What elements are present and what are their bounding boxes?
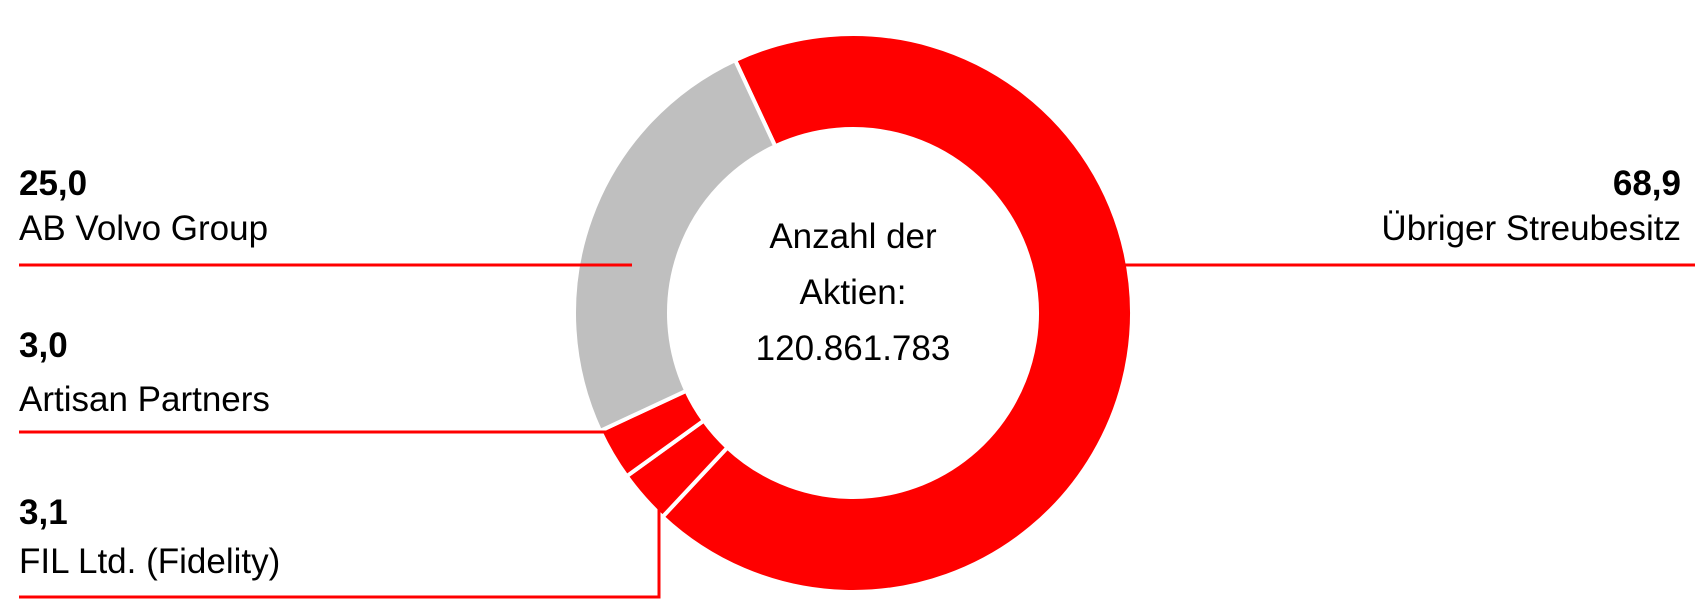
- donut-slice: [659, 32, 1134, 594]
- donut-slice: [572, 57, 778, 434]
- center-label: Anzahl der: [769, 217, 937, 256]
- value-label: 25,0: [19, 164, 87, 203]
- value-label: 3,1: [19, 493, 68, 532]
- category-label: Übriger Streubesitz: [1381, 209, 1681, 248]
- value-label: 3,0: [19, 326, 68, 365]
- category-label: Artisan Partners: [19, 380, 270, 419]
- category-label: FIL Ltd. (Fidelity): [19, 542, 280, 581]
- center-label: 120.861.783: [756, 329, 951, 368]
- value-label: 68,9: [1613, 164, 1681, 203]
- leader-line: [19, 481, 661, 599]
- category-label: AB Volvo Group: [19, 209, 268, 248]
- center-label: Aktien:: [800, 273, 907, 312]
